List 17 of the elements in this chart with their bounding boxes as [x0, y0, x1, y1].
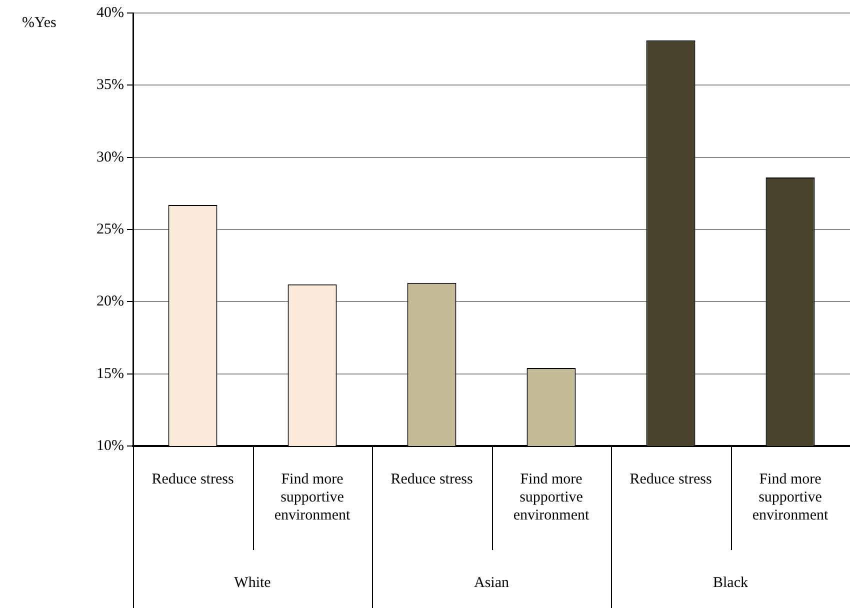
x-tick-label: Find more supportive environment: [752, 471, 829, 524]
y-tick-label: 30%: [96, 149, 124, 166]
y-axis-title: %Yes: [22, 14, 56, 31]
series-label: White: [234, 574, 272, 591]
y-tick-label: 35%: [96, 77, 124, 94]
x-tick-label: Find more supportive environment: [274, 471, 351, 524]
series-label: Black: [713, 574, 748, 591]
y-tick-label: 20%: [96, 294, 124, 310]
y-tick-label: 10%: [96, 438, 124, 454]
x-tick-label: Reduce stress: [152, 471, 234, 488]
y-tick-label: 15%: [96, 366, 124, 382]
x-tick-label: Find more supportive environment: [513, 471, 590, 524]
y-tick-label: 25%: [96, 221, 124, 238]
x-tick-label: Reduce stress: [390, 471, 473, 488]
x-tick-label: Reduce stress: [630, 471, 712, 488]
series-label: Asian: [474, 574, 510, 591]
y-tick-label: 40%: [96, 4, 124, 21]
